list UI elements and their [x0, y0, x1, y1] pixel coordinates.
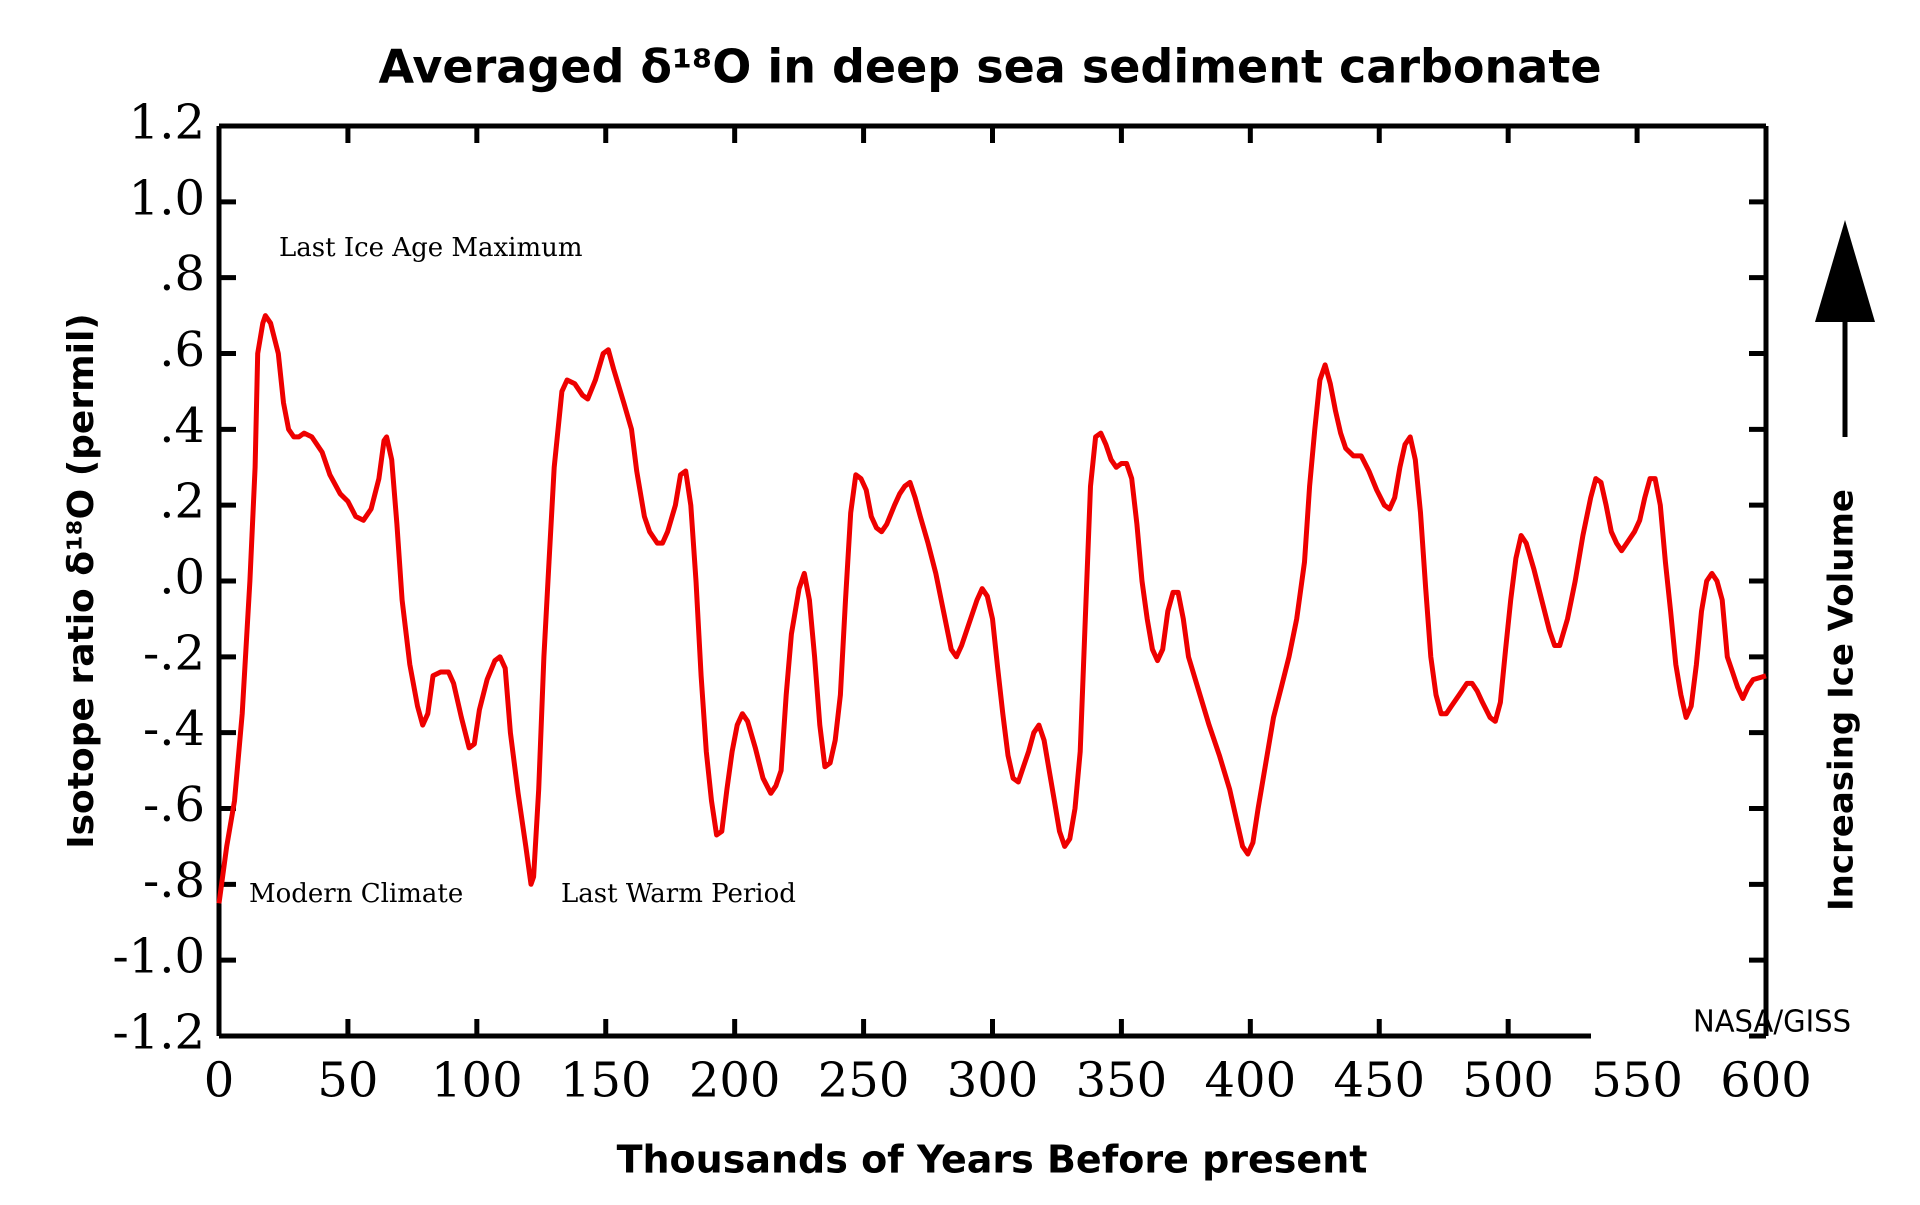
arrow-head	[1815, 220, 1875, 322]
annotation: Last Ice Age Maximum	[279, 233, 583, 263]
x-tick-label: 200	[689, 1053, 781, 1109]
x-tick-label: 0	[204, 1053, 235, 1109]
y-tick-label: -.4	[143, 701, 205, 757]
x-tick-label: 400	[1205, 1053, 1297, 1109]
chart-title: Averaged δ¹⁸O in deep sea sediment carbo…	[378, 40, 1601, 94]
y-tick-label: -.2	[143, 625, 205, 681]
y-tick-label: 1.0	[129, 170, 205, 226]
x-tick-label: 100	[431, 1053, 523, 1109]
y-tick-label: -.6	[143, 777, 205, 833]
y-tick-label: .8	[159, 246, 205, 302]
ice-volume-label: Increasing Ice Volume	[1822, 489, 1862, 911]
y-tick-label: .4	[159, 398, 205, 454]
annotation: Modern Climate	[249, 879, 463, 909]
y-tick-label: 1.2	[129, 95, 205, 151]
credit: NASA/GISS	[1693, 1005, 1851, 1040]
annotation: Last Warm Period	[561, 879, 796, 909]
x-tick-label: 600	[1720, 1053, 1812, 1109]
x-tick-label: 150	[560, 1053, 652, 1109]
y-tick-label: .0	[159, 550, 205, 606]
y-tick-label: -1.0	[112, 929, 205, 985]
x-tick-label: 350	[1076, 1053, 1168, 1109]
data-line	[216, 313, 1767, 904]
x-tick-label: 250	[818, 1053, 910, 1109]
y-tick-label: .6	[159, 322, 205, 378]
x-tick-label: 300	[947, 1053, 1039, 1109]
x-tick-label: 450	[1333, 1053, 1425, 1109]
y-tick-label: -.8	[143, 853, 205, 909]
y-tick-label: .2	[159, 474, 205, 530]
x-tick-label: 550	[1591, 1053, 1683, 1109]
y-axis-label: Isotope ratio δ¹⁸O (permil)	[61, 313, 102, 849]
x-axis-label: Thousands of Years Before present	[617, 1138, 1368, 1182]
x-tick-label: 500	[1462, 1053, 1554, 1109]
y-tick-label: -1.2	[112, 1005, 205, 1061]
x-tick-label: 50	[317, 1053, 378, 1109]
